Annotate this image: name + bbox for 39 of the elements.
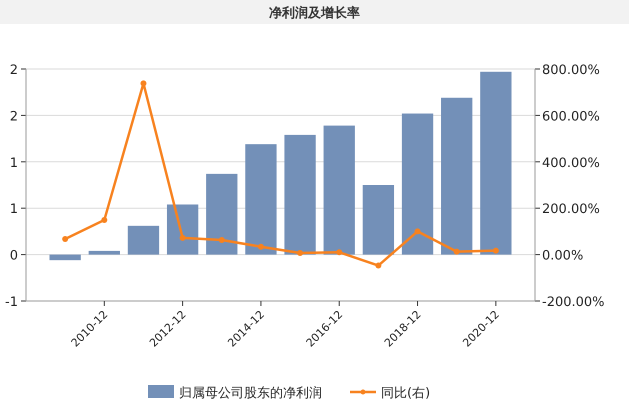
y-tick-label: 2 bbox=[10, 109, 18, 124]
bar bbox=[166, 204, 198, 255]
bar bbox=[324, 126, 355, 255]
y2-tick-label: -200.00% bbox=[542, 295, 605, 310]
y2-tick-label: 200.00% bbox=[542, 202, 600, 218]
point bbox=[258, 244, 264, 250]
point bbox=[297, 250, 304, 256]
y-tick-label: 1 bbox=[10, 202, 18, 218]
bar bbox=[88, 250, 120, 255]
y2-tick-label: 0.00% bbox=[542, 248, 584, 264]
bar bbox=[480, 72, 512, 255]
bar bbox=[128, 226, 160, 255]
y-tick-label: 2 bbox=[10, 63, 18, 78]
y-tick-label: 0 bbox=[10, 248, 18, 264]
bar bbox=[245, 144, 277, 255]
y-tick-label: -1 bbox=[5, 295, 18, 310]
point bbox=[180, 234, 186, 241]
point bbox=[492, 248, 499, 254]
point bbox=[140, 80, 146, 86]
chart-title: 净利润及增长率 bbox=[269, 5, 360, 21]
legend-label: 归属母公司股东的净利润 bbox=[179, 386, 322, 401]
y2-tick-label: 600.00% bbox=[542, 109, 600, 124]
point bbox=[218, 236, 225, 243]
y-tick-label: 1 bbox=[10, 156, 18, 171]
bar bbox=[441, 98, 472, 255]
point bbox=[101, 217, 108, 224]
point bbox=[414, 228, 421, 234]
point bbox=[336, 249, 342, 256]
bar bbox=[206, 174, 238, 255]
y2-tick-label: 800.00% bbox=[542, 63, 600, 78]
y2-tick-label: 400.00% bbox=[542, 156, 600, 171]
bar bbox=[49, 254, 81, 260]
point bbox=[454, 248, 460, 255]
bar bbox=[362, 185, 394, 255]
point bbox=[62, 236, 68, 242]
legend-label: 同比(右) bbox=[381, 386, 430, 401]
bar bbox=[284, 134, 316, 255]
point bbox=[375, 262, 382, 269]
bar bbox=[402, 114, 434, 255]
